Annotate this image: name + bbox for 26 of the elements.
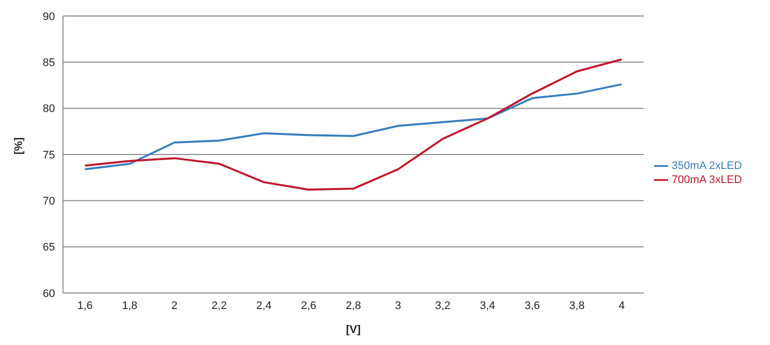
line-series [84, 83, 623, 170]
x-tick-label: 3 [394, 300, 402, 312]
legend-label: 700mA 3xLED [672, 174, 742, 186]
y-tick-label: 90 [42, 10, 55, 23]
legend-label: 350mA 2xLED [672, 160, 742, 172]
y-tick-label: 80 [42, 103, 55, 116]
x-tick-label: 3,4 [480, 300, 496, 312]
x-tick-label: 3,8 [569, 300, 585, 312]
x-tick-label: 3,2 [435, 300, 450, 312]
x-axis-title: [V] [346, 324, 361, 336]
y-tick-label: 85 [42, 57, 55, 70]
y-tick-label: 70 [42, 196, 55, 208]
y-tick-label: 75 [42, 149, 55, 162]
x-tick-label: 1,6 [77, 300, 93, 312]
x-tick-label: 2,6 [300, 300, 316, 312]
line-series [84, 58, 623, 191]
x-tick-label: 2 [171, 300, 178, 312]
y-tick-label: 60 [42, 288, 55, 300]
x-tick-label: 2,2 [212, 300, 227, 312]
x-tick-label: 3,6 [524, 300, 540, 312]
x-tick-label: 4 [618, 300, 625, 312]
x-tick-label: 2,4 [256, 300, 272, 312]
x-tick-label: 2,8 [346, 300, 361, 312]
x-tick-label: 1,8 [122, 300, 138, 312]
y-tick-label: 65 [42, 242, 55, 254]
y-axis-title: [%] [12, 137, 25, 154]
